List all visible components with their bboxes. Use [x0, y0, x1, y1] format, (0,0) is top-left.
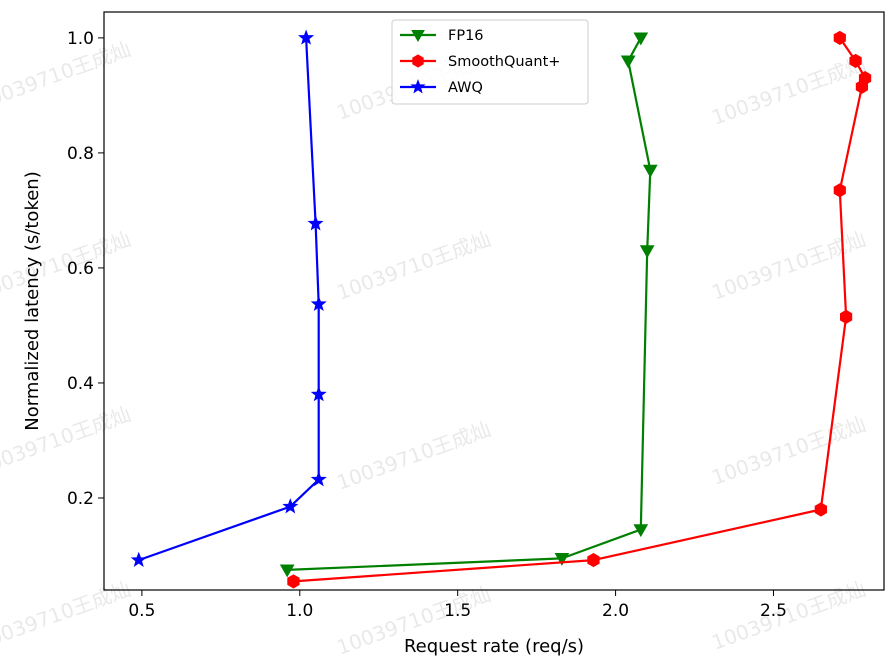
data-point	[639, 245, 655, 259]
data-point	[620, 55, 636, 69]
series-fp16	[279, 32, 658, 578]
legend: FP16 SmoothQuant+ AWQ	[391, 19, 589, 105]
data-point	[130, 551, 147, 567]
data-point	[849, 53, 862, 68]
data-point	[814, 502, 827, 517]
data-point	[858, 71, 872, 86]
data-point	[310, 471, 327, 487]
data-point	[307, 215, 324, 231]
watermark-layer: 10039710王成灿 10039710王成灿 10039710王成灿 1003971…	[0, 37, 869, 660]
series-line-smoothquant	[293, 37, 867, 583]
watermark-text: 10039710王成灿	[0, 577, 134, 655]
watermark-text: 10039710王成灿	[334, 227, 494, 305]
watermark-text: 10039710王成灿	[334, 417, 494, 495]
legend-box	[391, 19, 589, 105]
legend-label: FP16	[448, 28, 484, 44]
y-tick-label: 0.4	[67, 374, 94, 394]
data-point	[310, 386, 327, 402]
y-tick-label: 0.8	[67, 144, 94, 164]
y-tick-label: 1.0	[67, 29, 94, 49]
data-point	[282, 498, 299, 514]
legend-marker	[412, 54, 424, 68]
series-awq	[130, 29, 327, 567]
series-layer	[130, 29, 872, 589]
watermark-text: 10039710王成灿	[709, 577, 869, 655]
y-axis: 0.2 0.4 0.6 0.8 1.0	[67, 29, 104, 509]
data-point	[633, 524, 649, 538]
watermark-text: 10039710王成灿	[709, 412, 869, 490]
x-axis: 0.5 1.0 1.5 2.0 2.5	[128, 590, 787, 621]
data-point	[279, 564, 295, 578]
y-tick-label: 0.6	[67, 259, 94, 279]
series-smoothquant	[287, 30, 872, 589]
data-point	[833, 183, 846, 198]
legend-marker	[410, 79, 426, 94]
legend-item-fp16: FP16	[400, 28, 484, 44]
x-tick-label: 2.5	[760, 601, 787, 621]
x-tick-label: 0.5	[128, 601, 155, 621]
legend-label: AWQ	[448, 80, 483, 96]
y-axis-label: Normalized latency (s/token)	[22, 171, 43, 430]
y-tick-label: 0.2	[67, 489, 94, 509]
data-point	[633, 32, 649, 46]
watermark-text: 10039710王成灿	[0, 402, 134, 480]
x-tick-label: 1.0	[286, 601, 313, 621]
data-point	[287, 574, 300, 589]
x-tick-label: 1.5	[444, 601, 471, 621]
legend-marker	[411, 30, 425, 43]
data-point	[642, 164, 658, 178]
data-point	[310, 295, 327, 311]
legend-label: SmoothQuant+	[448, 54, 560, 70]
series-line-awq	[138, 37, 320, 562]
data-point	[554, 553, 570, 566]
x-tick-label: 2.0	[602, 601, 629, 621]
watermark-text: 10039710王成灿	[709, 52, 869, 130]
plot-area	[103, 11, 885, 591]
data-point	[298, 29, 315, 45]
legend-item-awq: AWQ	[400, 79, 483, 96]
x-axis-label: Request rate (req/s)	[404, 636, 584, 657]
data-point	[587, 553, 600, 568]
legend-item-smoothquant: SmoothQuant+	[400, 54, 560, 70]
data-point	[833, 30, 846, 45]
data-point	[840, 309, 853, 324]
